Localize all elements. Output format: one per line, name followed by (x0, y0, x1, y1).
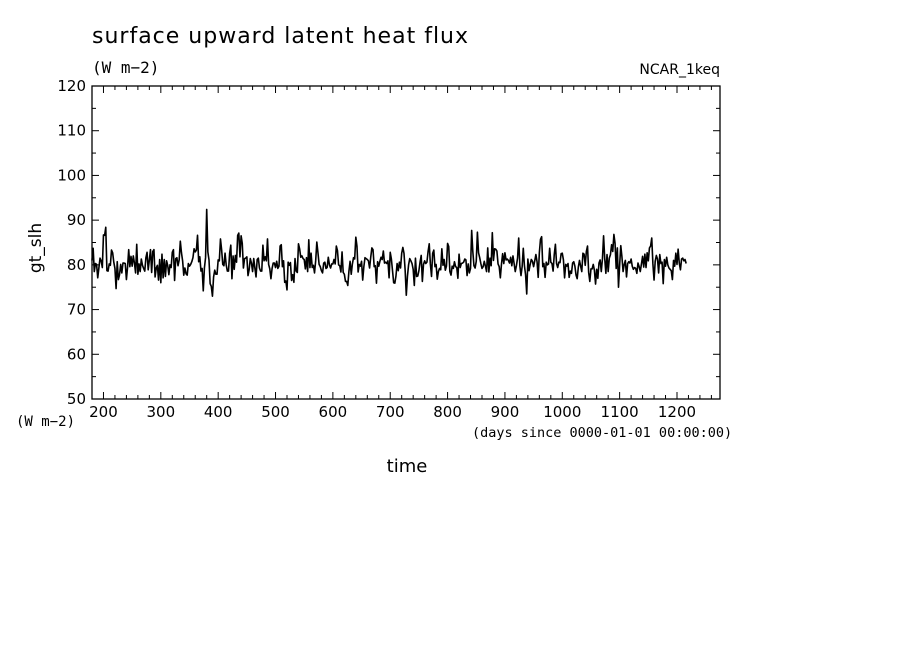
x-axis-label: time (386, 456, 428, 477)
x-tick-label: 700 (376, 403, 405, 421)
x-tick-label: 1200 (658, 403, 696, 421)
x-tick-label: 600 (319, 403, 348, 421)
x-tick-label: 400 (204, 403, 233, 421)
y-tick-label: 100 (57, 166, 86, 184)
data-series-line (91, 208, 687, 297)
y-axis-units: (W m−2) (16, 414, 76, 430)
x-tick-label: 1100 (601, 403, 639, 421)
x-tick-label: 900 (491, 403, 520, 421)
y-tick-label: 110 (57, 122, 86, 140)
y-tick-label: 80 (67, 256, 86, 274)
y-tick-label: 50 (67, 390, 86, 408)
x-tick-label: 200 (89, 403, 118, 421)
y-tick-label: 60 (67, 345, 86, 363)
y-tick-label: 120 (57, 77, 86, 95)
chart-units: (W m−2) (92, 58, 160, 77)
chart-title: surface upward latent heat flux (92, 24, 470, 49)
y-tick-label: 90 (67, 211, 86, 229)
x-tick-label: 500 (261, 403, 290, 421)
dataset-label: NCAR_1keq (639, 62, 720, 78)
x-tick-label: 800 (433, 403, 462, 421)
x-axis-units: (days since 0000-01-01 00:00:00) (472, 425, 733, 441)
plot-frame (91, 85, 721, 400)
x-tick-label: 1000 (543, 403, 581, 421)
y-tick-label: 70 (67, 301, 86, 319)
x-tick-label: 300 (147, 403, 176, 421)
